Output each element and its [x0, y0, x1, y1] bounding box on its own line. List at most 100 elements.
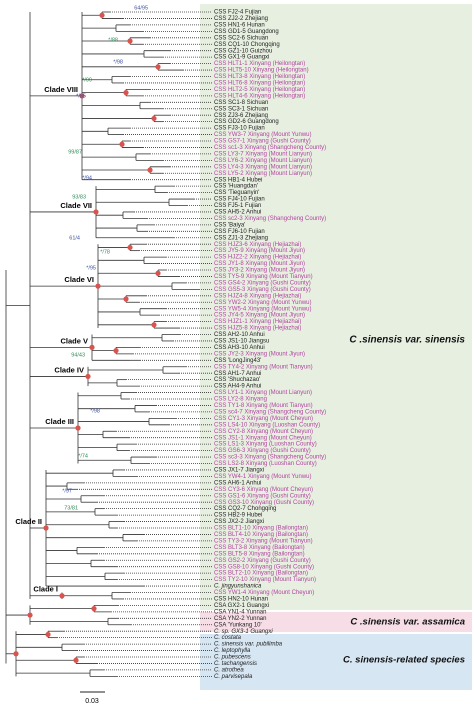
leaf-label: CSS AH3-10 Anhui — [214, 345, 265, 351]
leaf-label: CSS YW4-1 Xinyang (Mount Yunwu) — [214, 474, 312, 480]
leaf-label: CSS LS4-10 Xinyang (Luoshan County) — [214, 422, 320, 428]
support-node — [85, 373, 91, 380]
leaf-label: CSS HJZ3-6 Xinyang (Hejiazhai) — [214, 242, 301, 248]
leaf-label: CSS sc2-3 Xinyang (Shangcheng County) — [214, 216, 326, 222]
support-node — [45, 631, 51, 638]
clade-label: Clade VIII — [44, 85, 78, 94]
clade-label: Clade VII — [60, 201, 92, 210]
support-node — [91, 606, 97, 612]
leaf-label: CSS 'Huangdan' — [214, 184, 258, 190]
support-value: */94 — [82, 175, 92, 181]
support-value: 94/43 — [71, 352, 85, 358]
leaf-label: CSS YW2-2 Xinyang (Mount Yunwu) — [214, 300, 312, 306]
leaf-label: CSS GS2-2 Xinyang (Gushi County) — [214, 558, 311, 564]
leaf-label: C. jingyunshanica — [214, 584, 262, 590]
leaf-label: CSS JX2-2 Jiangxi — [214, 519, 264, 525]
leaf-label: CSS GS5-3 Xinyang (Gushi County) — [214, 287, 311, 293]
leaf-label: CSS TY2-10 Xinyang (Mount Tianyun) — [214, 577, 316, 583]
support-value: */98 — [113, 59, 123, 65]
leaf-label: CSS JY1-8 Xinyang (Mount Jiyun) — [214, 261, 305, 267]
leaf-label: CSS AH4-9 Anhui — [214, 384, 261, 390]
related-band — [200, 634, 472, 690]
support-value: */97 — [62, 488, 72, 494]
leaf-label: CSS FJ5-1 Fujian — [214, 203, 261, 209]
sinensis-band — [200, 4, 472, 610]
leaf-label: CSS CY3-6 Xinyang (Mount Cheyun) — [214, 487, 313, 493]
leaf-label: CSA YN1-4 Yunnan — [214, 609, 267, 615]
leaf-label: CSS HLT4-6 Xinyang (Heilongtan) — [214, 93, 305, 99]
leaf-label: CSS CY1-3 Xinyang (Mount Cheyun) — [214, 416, 313, 422]
clade-label: Clade I — [33, 585, 58, 594]
group-label: C. sinensis-related species — [343, 655, 465, 666]
leaf-label: CSS BLT1-10 Xinyang (Bailongtan) — [214, 526, 308, 532]
support-node — [123, 90, 129, 96]
leaf-label: C. pubescens — [214, 655, 251, 661]
leaf-label: CSS FJ4-10 Fujian — [214, 197, 265, 203]
leaf-label: C. sinensis var. pubilimba — [214, 642, 283, 648]
leaf-label: CSS HLT6-8 Xinyang (Heilongtan) — [214, 81, 305, 87]
support-node — [95, 283, 101, 289]
leaf-label: C. tachangensis — [214, 661, 257, 667]
leaf-label: CSS GS6-3 Xinyang (Gushi County) — [214, 448, 311, 454]
support-value: 93/83 — [72, 194, 86, 200]
group-label: C .sinensis var. sinensis — [349, 335, 465, 346]
leaf-label: CSS YW1-4 Xinyang (Mount Cheyun) — [214, 590, 314, 596]
leaf-label: CSS BLT3-8 Xinyang (Bailongtan) — [214, 545, 305, 551]
leaf-label: CSS GS1-6 Xinyang (Gushi County) — [214, 493, 311, 499]
clade-label: Clade III — [45, 417, 74, 426]
support-value: */95 — [86, 265, 96, 271]
clade-label: Clade IV — [54, 365, 84, 374]
leaf-label: C. leptophylla — [214, 648, 251, 654]
support-value: 99/87 — [68, 149, 82, 155]
leaf-label: CSS LY5-2 Xinyang (Mount Lianyun) — [214, 171, 312, 177]
leaf-label: CSS LY6-2 Xinyang (Mount Lianyun) — [214, 158, 312, 164]
group-label: C .sinensis var. assamica — [350, 617, 465, 628]
leaf-label: CSS FJ2-4 Fujian — [214, 10, 261, 16]
leaf-label: CSS TY4-2 Xinyang (Mount Tianyun) — [214, 364, 313, 370]
support-value: */98 — [90, 408, 100, 414]
leaf-label: CSS JY4-5 Xinyang (Mount Jiyun) — [214, 313, 305, 319]
leaf-label: CSS GX1-9 Guangxi — [214, 55, 269, 61]
leaf-label: CSS GZ1-10 Guizhou — [214, 48, 272, 54]
support-value: 61/4 — [69, 235, 80, 241]
support-node — [147, 167, 153, 173]
leaf-label: C. parvisepala — [214, 674, 253, 680]
leaf-label: CSS AH1-7 Anhui — [214, 371, 261, 377]
support-node — [99, 12, 105, 18]
leaf-label: CSS ZJ2-2 Zhejiang — [214, 16, 268, 22]
leaf-label: CSS sc1-3 Xinyang (Shangcheng County) — [214, 145, 326, 151]
assamica-band — [200, 612, 472, 632]
leaf-label: CSS JS1-1 Xinyang (Mount Cheyun) — [214, 435, 312, 441]
leaf-label: CSS LY2-8 Xinyang — [214, 397, 267, 403]
leaf-label: CSS GS8-10 Xinyang (Gushi County) — [214, 564, 314, 570]
leaf-label: CSS JS1-10 Jiangsu — [214, 339, 269, 345]
leaf-label: CSS GD2-6 Guangdong — [214, 119, 279, 125]
leaf-label: CSS FJ6-10 Fujian — [214, 229, 265, 235]
leaf-label: CSS JY5-9 Xinyang (Mount Jiyun) — [214, 248, 305, 254]
clade-label: Clade II — [15, 517, 42, 526]
leaf-label: CSS HLT1-1 Xinyang (Heilongtan) — [214, 61, 305, 67]
leaf-label: CSS LY4-3 Xinyang (Mount Lianyun) — [214, 164, 312, 170]
leaf-label: CSS HJZ5-8 Xinyang (Hejiazhai) — [214, 326, 301, 332]
leaf-label: CSS ZJ1-3 Zhejiang — [214, 235, 268, 241]
support-value: */88 — [108, 37, 118, 43]
leaf-label: CSS HJZ4-8 Xinyang (Hejiazhai) — [214, 293, 301, 299]
leaf-label: CSS sc4-7 Xinyang (Shangcheng County) — [214, 409, 326, 415]
support-value: */78 — [100, 249, 110, 255]
support-value: 64/95 — [134, 5, 148, 11]
support-node — [123, 296, 129, 302]
support-value: */99 — [82, 77, 92, 83]
leaf-label: CSS TY5-9 Xinyang (Mount Tianyun) — [214, 274, 313, 280]
leaf-label: CSA YN2-2 Yunnan — [214, 616, 267, 622]
leaf-label: CSS LS2-8 Xinyang (Luoshan County) — [214, 461, 317, 467]
support-node — [27, 612, 33, 618]
leaf-label: C. costata — [214, 635, 242, 641]
leaf-label: CSS GS3-10 Xinyang (Gushi County) — [214, 500, 314, 506]
leaf-label: CSS LY3-7 Xinyang (Mount Lianyun) — [214, 151, 312, 157]
support-node — [151, 322, 157, 328]
leaf-label: CSS HB2-9 Hubei — [214, 513, 262, 519]
leaf-label: CSS AH2-10 Anhui — [214, 332, 265, 338]
leaf-label: CSS GS4-2 Xinyang (Gushi County) — [214, 280, 311, 286]
support-value: 73/81 — [64, 505, 78, 511]
